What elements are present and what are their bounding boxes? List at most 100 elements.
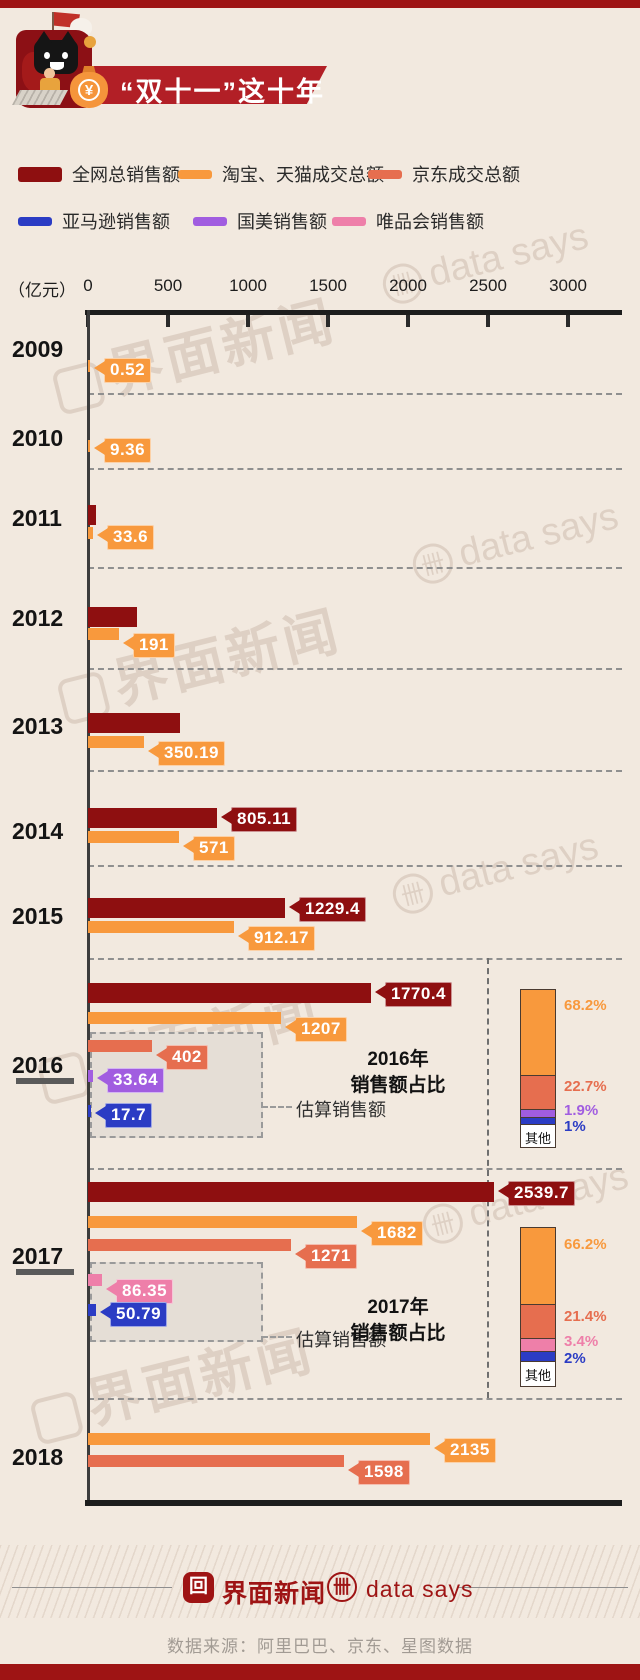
top-red-bar <box>0 0 640 8</box>
share-percent-label: 3.4% <box>564 1333 599 1350</box>
value-label-taobao_tmall-2017: 1682 <box>361 1221 423 1246</box>
year-label-2015: 2015 <box>12 903 64 929</box>
share-caption-text: 销售额占比 <box>350 1323 446 1344</box>
typing-person-icon <box>44 68 55 79</box>
axis-unit-label: （亿元） <box>8 281 76 300</box>
year-label-2013: 2013 <box>12 713 64 739</box>
share-segment-amazon <box>521 1351 555 1361</box>
value-label-jd-2016: 402 <box>156 1045 208 1070</box>
year-label-2017: 2017 <box>12 1243 64 1269</box>
value-label-taobao_tmall-2018: 2135 <box>434 1438 496 1463</box>
bottom-red-bar <box>0 1664 640 1680</box>
value-label-vipshop-2017: 86.35 <box>105 1279 174 1304</box>
x-tick-mark <box>566 315 570 327</box>
bar-taobao_tmall-2014 <box>88 831 179 843</box>
keyboard-icon <box>12 90 68 105</box>
jiemian-brand-name: 界面新闻 <box>222 1580 327 1608</box>
estimated-sales-label: 估算销售额 <box>296 1330 386 1350</box>
legend-label: 京东成交总额 <box>412 165 520 185</box>
legend-item-gome: 国美销售额 <box>193 212 327 232</box>
year-separator-line <box>88 1168 622 1170</box>
x-tick-mark <box>246 315 250 327</box>
share-caption-year: 2016年 <box>367 1049 429 1070</box>
year-separator-line <box>88 567 622 569</box>
share-percent-label: 2% <box>564 1350 586 1367</box>
cat-eye-icon <box>62 52 68 59</box>
bar-taobao_tmall-2015 <box>88 921 234 933</box>
legend-swatch-amazon <box>18 216 52 226</box>
x-tick-mark <box>486 315 490 327</box>
tmall-cat-icon <box>34 31 78 74</box>
legend-swatch-taobao_tmall <box>178 169 212 179</box>
legend-item-jd: 京东成交总额 <box>368 165 520 185</box>
value-label-taobao_tmall-2016: 1207 <box>285 1017 347 1042</box>
title-banner <box>75 66 327 104</box>
legend-label: 国美销售额 <box>237 212 327 232</box>
x-tick-mark <box>406 315 410 327</box>
bar-vipshop-2017 <box>88 1274 102 1286</box>
value-label-amazon-2016: 17.7 <box>94 1103 153 1128</box>
value-label-total-2016: 1770.4 <box>375 982 452 1007</box>
bar-taobao_tmall-2016 <box>88 1012 281 1024</box>
year-underline-2016 <box>16 1078 74 1084</box>
datasays-logo-watermark-icon: 卌 <box>418 1199 468 1248</box>
x-axis-line-bottom <box>85 1500 622 1506</box>
value-label-amazon-2017: 50.79 <box>99 1302 168 1327</box>
bar-taobao_tmall-2011 <box>88 527 93 539</box>
value-label-taobao_tmall-2009: 0.52 <box>93 358 152 383</box>
cat-eye-icon <box>44 52 50 59</box>
share-segment-taobao_tmall <box>521 990 555 1075</box>
year-separator-line <box>88 865 622 867</box>
value-label-taobao_tmall-2012: 191 <box>123 633 175 658</box>
bar-total-2011 <box>88 505 96 525</box>
footer-rule-right <box>458 1587 628 1588</box>
bar-total-2013 <box>88 713 180 733</box>
year-separator-line <box>88 1398 622 1400</box>
legend-swatch-jd <box>368 169 402 179</box>
legend-label: 淘宝、天猫成交总额 <box>222 165 384 185</box>
datasays-logo-watermark-icon: 卌 <box>408 539 458 588</box>
year-separator-line <box>88 958 622 960</box>
year-separator-line <box>88 770 622 772</box>
value-label-taobao_tmall-2011: 33.6 <box>96 525 155 550</box>
bar-jd-2016 <box>88 1040 152 1052</box>
share-segment-vipshop <box>521 1338 555 1351</box>
bar-taobao_tmall-2013 <box>88 736 144 748</box>
estimate-connector-dash <box>262 1336 292 1338</box>
x-tick-label: 1000 <box>229 276 267 295</box>
value-label-total-2017: 2539.7 <box>498 1181 575 1206</box>
legend-swatch-vipshop <box>332 216 366 226</box>
estimate-connector-dash <box>262 1106 292 1108</box>
share-percent-label: 1% <box>564 1118 586 1135</box>
x-tick-label: 2500 <box>469 276 507 295</box>
value-label-taobao_tmall-2014: 571 <box>183 836 235 861</box>
share-panel-separator-line <box>487 958 489 1398</box>
value-label-jd-2017: 1271 <box>295 1244 357 1269</box>
share-percent-label: 68.2% <box>564 997 607 1014</box>
bar-jd-2018 <box>88 1455 344 1467</box>
value-label-taobao_tmall-2013: 350.19 <box>148 741 225 766</box>
x-tick-mark <box>326 315 330 327</box>
legend-swatch-gome <box>193 216 227 226</box>
year-separator-line <box>88 468 622 470</box>
bar-total-2015 <box>88 898 285 918</box>
share-segment-taobao_tmall <box>521 1228 555 1304</box>
year-label-2018: 2018 <box>12 1444 64 1470</box>
bar-amazon-2017 <box>88 1304 96 1316</box>
money-bag-neck-icon <box>82 66 96 74</box>
datasays-watermark: 卌 data says <box>388 825 603 918</box>
bar-total-2016 <box>88 983 371 1003</box>
legend-swatch-total <box>18 166 62 182</box>
share-stacked-bar-2016年: 其他 <box>520 989 556 1148</box>
shopper-figure-icon <box>84 36 96 48</box>
footer-hatch-band <box>0 1545 640 1618</box>
year-label-2011: 2011 <box>12 505 62 531</box>
value-label-total-2015: 1229.4 <box>289 897 366 922</box>
year-separator-line <box>88 393 622 395</box>
share-segment-amazon <box>521 1117 555 1124</box>
year-label-2012: 2012 <box>12 605 64 631</box>
year-label-2010: 2010 <box>12 425 64 451</box>
bar-taobao_tmall-2018 <box>88 1433 430 1445</box>
share-segment-jd <box>521 1304 555 1338</box>
